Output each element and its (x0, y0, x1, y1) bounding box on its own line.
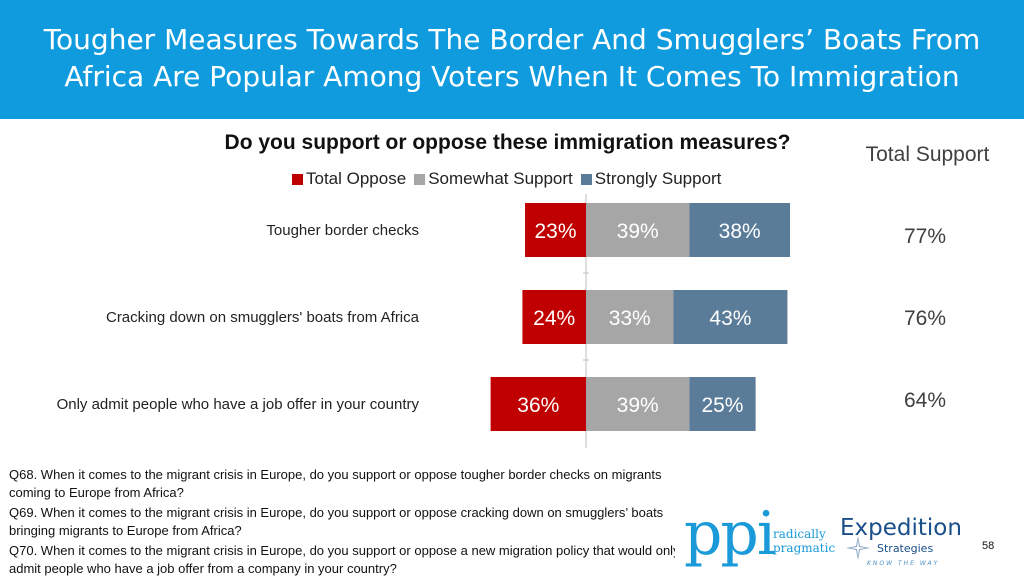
slide-title-line-1: Tougher Measures Towards The Border And … (43, 22, 981, 56)
legend-swatch-strongly-support (580, 173, 592, 185)
category-label: Cracking down on smugglers' boats from A… (106, 309, 420, 326)
ppi-tagline-line-1: radically (773, 527, 826, 541)
logo-panel: ppi radically pragmatic Expedition Strat… (675, 504, 1024, 576)
title-banner: Tougher Measures Towards The Border And … (0, 0, 1024, 119)
expedition-logo-name: Expedition (840, 515, 962, 541)
data-label-total-oppose: 36% (517, 394, 559, 417)
data-label-strongly-support: 38% (719, 220, 761, 243)
chart-title: Do you support or oppose these immigrati… (224, 131, 791, 154)
footnote-q69: Q69. When it comes to the migrant crisis… (9, 505, 664, 538)
bar-somewhat-support (586, 290, 674, 344)
chart-legend: Total Oppose Somewhat Support Strongly S… (292, 168, 729, 190)
footnotes: Q68. When it comes to the migrant crisis… (9, 466, 689, 580)
bar-total-oppose (522, 290, 586, 344)
data-label-strongly-support: 43% (709, 307, 751, 330)
page-number: 58 (982, 540, 995, 552)
bar-total-oppose (525, 203, 586, 257)
bar-strongly-support (689, 203, 791, 257)
bar-somewhat-support (586, 377, 690, 431)
footnote-q68: Q68. When it comes to the migrant crisis… (9, 467, 662, 500)
slide-title-line-2: Africa Are Popular Among Voters When It … (64, 59, 960, 93)
legend-swatch-total-oppose (292, 173, 303, 185)
slide-title: Tougher Measures Towards The Border And … (17, 21, 1007, 95)
data-label-strongly-support: 25% (701, 394, 743, 417)
category-label: Tougher border checks (266, 222, 419, 239)
ppi-logo: ppi (684, 499, 776, 569)
data-label-somewhat-support: 33% (609, 307, 651, 330)
data-label-somewhat-support: 39% (617, 220, 659, 243)
total-support-value: 64% (903, 389, 947, 412)
legend-item-total-oppose: Total Oppose (292, 169, 406, 189)
expedition-logo-sub: Strategies (877, 542, 934, 555)
total-support-value: 76% (903, 307, 947, 330)
legend-label-somewhat-support: Somewhat Support (428, 169, 573, 188)
bar-strongly-support (673, 290, 788, 344)
legend-label-total-oppose: Total Oppose (306, 169, 407, 188)
bar-total-oppose (490, 377, 586, 431)
total-support-value: 77% (903, 225, 947, 248)
data-label-somewhat-support: 39% (617, 394, 659, 417)
expedition-logo-tagline: KNOW THE WAY (867, 560, 940, 567)
total-support-header: Total Support (865, 143, 990, 166)
legend-item-strongly-support: Strongly Support (580, 169, 722, 189)
data-label-total-oppose: 23% (535, 220, 577, 243)
ppi-tagline-line-2: pragmatic (773, 541, 836, 555)
bar-strongly-support (689, 377, 756, 431)
legend-label-strongly-support: Strongly Support (594, 169, 722, 188)
stacked-bar-chart: Tougher border checks 23% 39% 38% Cracking d… (57, 194, 791, 448)
ppi-tagline: radically pragmatic (773, 527, 835, 555)
legend-swatch-somewhat-support (414, 173, 426, 185)
data-label-total-oppose: 24% (533, 307, 575, 330)
compass-icon (846, 536, 870, 560)
legend-item-somewhat-support: Somewhat Support (414, 169, 573, 189)
category-label: Only admit people who have a job offer i… (57, 396, 420, 413)
footnote-q70: Q70. When it comes to the migrant crisis… (9, 543, 680, 576)
bar-somewhat-support (586, 203, 690, 257)
